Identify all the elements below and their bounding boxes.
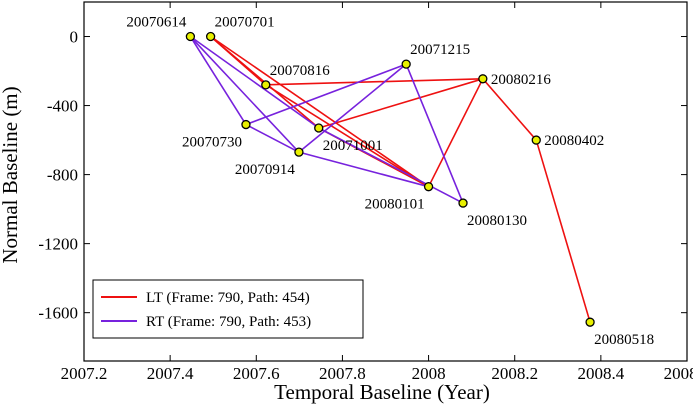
point-label: 20070701 <box>215 15 275 31</box>
edge-line-series-2 <box>298 63 407 153</box>
edge-line-series-2 <box>189 36 247 125</box>
point-label: 20080518 <box>594 332 654 348</box>
y-tick-label: -800 <box>47 166 78 185</box>
point-label: 20071215 <box>410 42 470 58</box>
y-tick-label: -1200 <box>38 235 78 254</box>
x-tick-label: 2008.6 <box>664 364 693 383</box>
x-tick-label: 2008.2 <box>491 364 538 383</box>
legend-box <box>92 279 364 339</box>
data-point <box>423 182 434 192</box>
edge-line-series-1 <box>210 35 430 188</box>
legend-entry-label: LT (Frame: 790, Path: 454) <box>146 290 310 306</box>
data-point <box>314 123 324 133</box>
data-point <box>531 135 541 145</box>
point-labels-group: 20070614 20070701 20070730 20070816 20070914… <box>126 15 654 349</box>
point-label: 20071001 <box>323 138 383 154</box>
y-tick-label: 0 <box>70 28 79 47</box>
edge-line-series-2 <box>318 127 464 204</box>
point-label: 20070614 <box>126 15 187 31</box>
legend: LT (Frame: 790, Path: 454) RT (Frame: 790… <box>92 279 364 339</box>
y-tick-label: -1600 <box>38 304 78 323</box>
edge-line-series-1 <box>535 139 591 323</box>
data-point <box>294 147 304 157</box>
point-label: 20070730 <box>182 135 242 151</box>
edges-group <box>189 35 591 323</box>
point-label: 20080402 <box>544 133 604 149</box>
point-label: 20080216 <box>491 72 552 88</box>
edge-line-series-1 <box>482 78 537 141</box>
x-tick-label: 2007.8 <box>319 364 366 383</box>
x-tick-label: 2007.4 <box>147 364 194 383</box>
y-axis-title: Normal Baseline (m) <box>0 86 22 263</box>
edge-line-series-1 <box>427 78 484 188</box>
data-point <box>458 198 468 208</box>
point-label: 20070816 <box>270 63 331 79</box>
data-point <box>478 74 488 84</box>
points-group <box>185 31 595 327</box>
point-label: 20070914 <box>235 162 296 178</box>
data-point <box>241 119 251 130</box>
x-tick-label: 2007.2 <box>61 364 108 383</box>
data-point <box>585 317 595 327</box>
edge-line-series-2 <box>245 123 300 153</box>
x-tick-label: 2007.6 <box>233 364 280 383</box>
y-tick-label: -400 <box>47 97 78 116</box>
x-tick-label: 2008 <box>412 364 446 383</box>
data-point <box>261 80 271 90</box>
point-label: 20080101 <box>365 197 425 213</box>
data-point <box>205 31 216 42</box>
x-tick-label: 2008.4 <box>577 364 624 383</box>
edge-line-series-2 <box>298 151 429 188</box>
edge-line-series-1 <box>265 78 483 86</box>
edge-line-series-2 <box>189 35 300 153</box>
edge-line-series-2 <box>405 63 464 204</box>
edge-line-series-2 <box>189 35 320 129</box>
point-label: 20080130 <box>467 213 527 229</box>
x-axis-title: Temporal Baseline (Year) <box>274 380 490 404</box>
legend-entry-label: RT (Frame: 790, Path: 453) <box>146 314 311 330</box>
edge-line-series-1 <box>318 78 484 129</box>
data-point <box>185 31 196 42</box>
edge-line-series-1 <box>265 84 429 188</box>
plot-frame <box>83 1 688 362</box>
edge-line-series-2 <box>245 63 407 126</box>
axes-group: 2007.2 2007.4 2007.6 2007.8 2008 2008.2 2008.4… <box>38 1 693 383</box>
data-point <box>401 59 411 69</box>
